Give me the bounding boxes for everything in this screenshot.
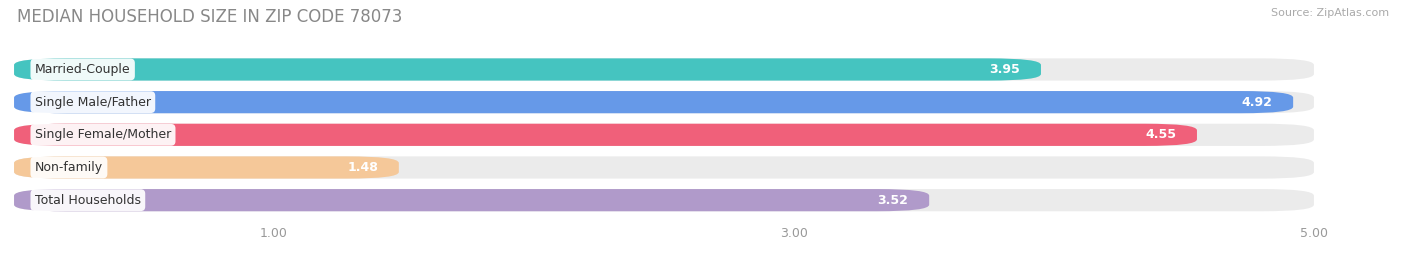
FancyBboxPatch shape	[14, 91, 1315, 113]
FancyBboxPatch shape	[14, 189, 1315, 211]
Text: 4.55: 4.55	[1144, 128, 1177, 141]
Text: Source: ZipAtlas.com: Source: ZipAtlas.com	[1271, 8, 1389, 18]
Text: 4.92: 4.92	[1241, 96, 1272, 109]
Text: Total Households: Total Households	[35, 194, 141, 207]
FancyBboxPatch shape	[14, 58, 1315, 81]
Text: Single Male/Father: Single Male/Father	[35, 96, 150, 109]
Text: 3.95: 3.95	[990, 63, 1021, 76]
FancyBboxPatch shape	[14, 157, 1315, 178]
FancyBboxPatch shape	[14, 157, 399, 178]
Text: MEDIAN HOUSEHOLD SIZE IN ZIP CODE 78073: MEDIAN HOUSEHOLD SIZE IN ZIP CODE 78073	[17, 8, 402, 26]
Text: Non-family: Non-family	[35, 161, 103, 174]
FancyBboxPatch shape	[14, 91, 1294, 113]
Text: 1.48: 1.48	[347, 161, 378, 174]
FancyBboxPatch shape	[14, 58, 1040, 81]
FancyBboxPatch shape	[14, 124, 1197, 146]
Text: Married-Couple: Married-Couple	[35, 63, 131, 76]
FancyBboxPatch shape	[14, 124, 1315, 146]
Text: Single Female/Mother: Single Female/Mother	[35, 128, 172, 141]
FancyBboxPatch shape	[14, 189, 929, 211]
Text: 3.52: 3.52	[877, 194, 908, 207]
